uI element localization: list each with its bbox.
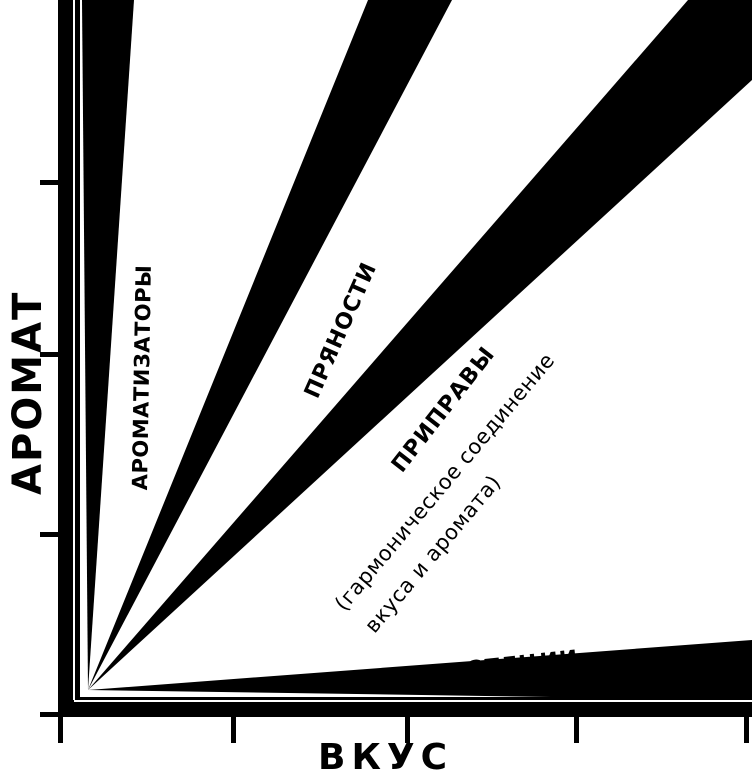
wedge-pripravy xyxy=(88,0,752,690)
x-tick xyxy=(231,715,236,743)
y-tick xyxy=(40,532,60,537)
y-axis-line xyxy=(58,0,80,705)
x-tick xyxy=(744,715,749,743)
y-tick xyxy=(40,712,60,717)
x-axis-label: ВКУС xyxy=(318,737,454,778)
wedge-specii xyxy=(88,640,752,700)
x-tick xyxy=(574,715,579,743)
x-tick xyxy=(405,715,410,743)
wedge-pryanosti xyxy=(88,0,452,690)
y-tick xyxy=(40,180,60,185)
label-aromatizatory: АРОМАТИЗАТОРЫ xyxy=(128,264,156,491)
x-tick xyxy=(58,715,63,743)
y-axis-label: АРОМАТ xyxy=(5,290,51,495)
wedge-aromatizatory xyxy=(82,0,134,690)
y-tick xyxy=(40,352,60,357)
